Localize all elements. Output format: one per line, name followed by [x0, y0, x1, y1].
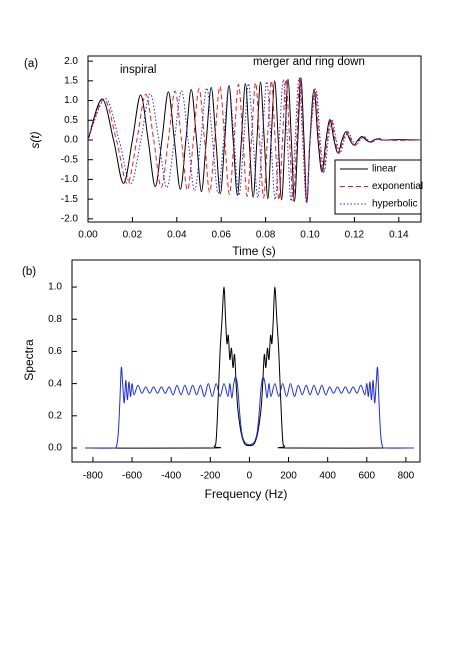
- x-tick-label: 0.02: [123, 230, 143, 241]
- x-tick-label: 600: [358, 471, 375, 482]
- x-axis-title: Time (s): [232, 244, 276, 258]
- panel-label: (a): [24, 58, 38, 70]
- y-tick-label: 0.8: [48, 314, 62, 325]
- y-tick-label: 1.5: [64, 75, 78, 86]
- x-tick-label: 0.14: [389, 230, 409, 241]
- x-tick-label: 0.10: [300, 230, 320, 241]
- series-line: [85, 366, 414, 449]
- x-tick-label: -800: [83, 471, 103, 482]
- y-tick-label: 0.2: [48, 410, 62, 421]
- x-tick-label: 0.08: [256, 230, 276, 241]
- series-line: [88, 77, 421, 204]
- y-tick-label: -0.5: [61, 154, 79, 165]
- y-axis-title: s(t): [28, 131, 42, 148]
- plot-frame: [71, 259, 421, 463]
- x-tick-label: 0: [247, 471, 253, 482]
- x-tick-label: 400: [319, 471, 336, 482]
- y-axis-title: Spectra: [22, 339, 36, 381]
- y-tick-label: 0.0: [64, 135, 78, 146]
- legend-label: exponential: [372, 181, 423, 192]
- x-tick-label: 0.12: [345, 230, 365, 241]
- panel-label: (b): [22, 266, 36, 278]
- x-tick-label: 0.00: [78, 230, 98, 241]
- series-line: [88, 77, 421, 204]
- series-line: [85, 286, 414, 449]
- x-tick-label: 800: [398, 471, 415, 482]
- y-tick-label: -2.0: [61, 213, 79, 224]
- y-tick-label: -1.0: [61, 174, 79, 185]
- x-tick-label: -200: [200, 471, 220, 482]
- y-tick-label: 2.0: [64, 56, 78, 67]
- x-tick-label: 200: [280, 471, 297, 482]
- x-axis-title: Frequency (Hz): [205, 487, 288, 501]
- y-tick-label: 1.0: [48, 282, 62, 293]
- y-tick-label: 0.5: [64, 115, 78, 126]
- y-tick-label: 0.0: [48, 443, 62, 454]
- y-tick-label: 1.0: [64, 95, 78, 106]
- y-tick-label: -1.5: [61, 194, 79, 205]
- annotation: merger and ring down: [253, 56, 365, 68]
- y-tick-label: 0.4: [48, 378, 62, 389]
- x-tick-label: -400: [161, 471, 181, 482]
- legend-label: hyperbolic: [372, 199, 418, 210]
- x-tick-label: 0.06: [211, 230, 231, 241]
- annotation: inspiral: [120, 64, 156, 76]
- y-tick-label: 0.6: [48, 346, 62, 357]
- x-tick-label: -600: [122, 471, 142, 482]
- x-tick-label: 0.04: [167, 230, 187, 241]
- legend-label: linear: [372, 164, 397, 175]
